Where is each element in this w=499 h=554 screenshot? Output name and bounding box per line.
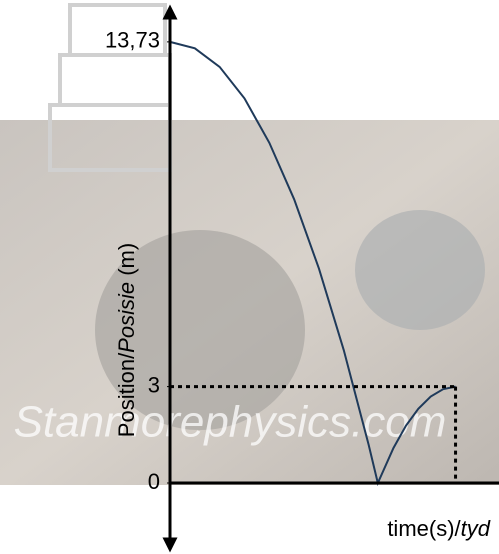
y-tick-label: 0 (148, 469, 160, 494)
data-line (169, 40, 456, 487)
y-axis-label: Position/Posisie (m) (114, 243, 139, 437)
label-part: (m) (114, 243, 139, 282)
y-tick-label: 13,73 (105, 28, 160, 53)
pot (355, 210, 485, 330)
x-axis-label: time(s)/tyd (387, 516, 490, 541)
label-part: Position/ (114, 352, 139, 437)
pot (95, 230, 305, 430)
label-part: time(s)/ (387, 516, 461, 541)
y-tick-label: 3 (148, 372, 160, 397)
label-part: tyd (461, 516, 491, 541)
label-part: Posisie (114, 282, 139, 353)
watermark: Stanmorephysics.com (14, 398, 447, 447)
